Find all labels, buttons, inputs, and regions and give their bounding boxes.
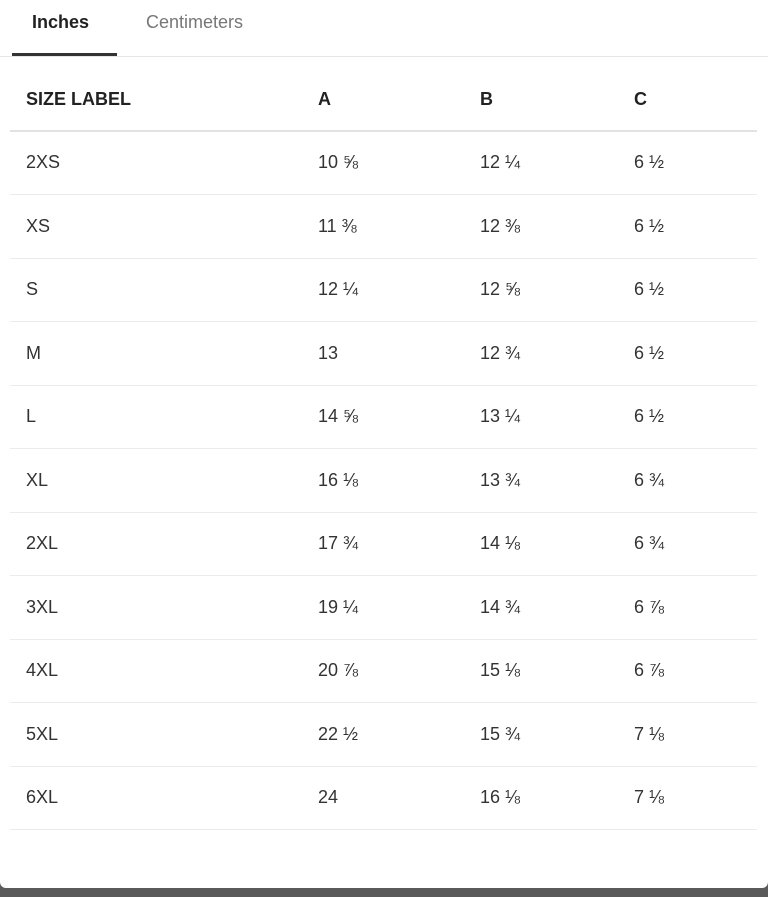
row-divider (10, 194, 757, 195)
measurement: 6 ½ (634, 152, 665, 172)
row-divider (10, 638, 757, 640)
measurement: 14 ⅝ (318, 406, 359, 426)
measurement: 6 ⅞ (634, 596, 665, 617)
measurement: 14 ⅛ (480, 533, 521, 553)
measurement: 7 ⅛ (634, 723, 665, 744)
measurement: 15 ⅛ (480, 660, 521, 680)
size-label: 5XL (26, 723, 59, 744)
measurement: 12 ¾ (480, 342, 521, 363)
size-label: 6XL (26, 787, 59, 807)
size-label: M (26, 342, 41, 363)
measurement: 16 ⅛ (480, 787, 521, 807)
size-label: XS (26, 215, 51, 236)
measurement: 6 ½ (634, 215, 665, 236)
row-divider (10, 829, 757, 830)
row-divider (10, 575, 757, 576)
tab[interactable]: Inches (32, 12, 90, 32)
header-divider (10, 130, 757, 132)
measurement: 13 ¼ (480, 406, 521, 426)
measurement: 6 ½ (634, 279, 665, 299)
measurement: 6 ⅞ (634, 660, 665, 680)
row-divider (10, 321, 757, 322)
measurement: 22 ½ (318, 723, 359, 744)
size-label: XL (26, 469, 49, 490)
column-header: B (480, 89, 493, 109)
size-label: 4XL (26, 660, 59, 680)
row-divider (10, 257, 757, 259)
measurement: 15 ¾ (480, 723, 521, 744)
tab-bar-border (0, 56, 768, 57)
measurement: 12 ¼ (318, 279, 359, 299)
row-divider (10, 511, 757, 513)
measurement: 6 ¾ (634, 469, 665, 490)
measurement: 19 ¼ (318, 596, 359, 617)
measurement: 6 ½ (634, 406, 665, 426)
measurement: 24 (318, 787, 339, 807)
row-divider (10, 702, 757, 703)
column-header: SIZE LABEL (26, 89, 132, 109)
active-tab-indicator (12, 53, 117, 56)
measurement: 6 ¾ (634, 533, 665, 553)
measurement: 12 ¼ (480, 152, 521, 172)
row-divider (10, 765, 757, 767)
measurement: 16 ⅛ (318, 469, 359, 490)
measurement: 13 ¾ (480, 469, 521, 490)
column-header: C (634, 89, 647, 109)
measurement: 14 ¾ (480, 596, 521, 617)
tab[interactable]: Centimeters (146, 12, 244, 32)
measurement: 7 ⅛ (634, 787, 665, 807)
size-label: 3XL (26, 596, 59, 617)
size-label: 2XS (26, 152, 61, 172)
measurement: 12 ⅝ (480, 279, 521, 299)
measurement: 17 ¾ (318, 533, 359, 553)
row-divider (10, 384, 757, 386)
measurement: 11 ⅜ (318, 215, 357, 236)
measurement: 12 ⅜ (480, 215, 521, 236)
size-label: 2XL (26, 533, 59, 553)
measurement: 13 (318, 342, 339, 363)
row-divider (10, 448, 757, 449)
measurement: 10 ⅝ (318, 152, 359, 172)
measurement: 20 ⅞ (318, 660, 359, 680)
column-header: A (318, 89, 331, 109)
size-label: L (26, 406, 37, 426)
measurement: 6 ½ (634, 342, 665, 363)
size-label: S (26, 279, 39, 299)
